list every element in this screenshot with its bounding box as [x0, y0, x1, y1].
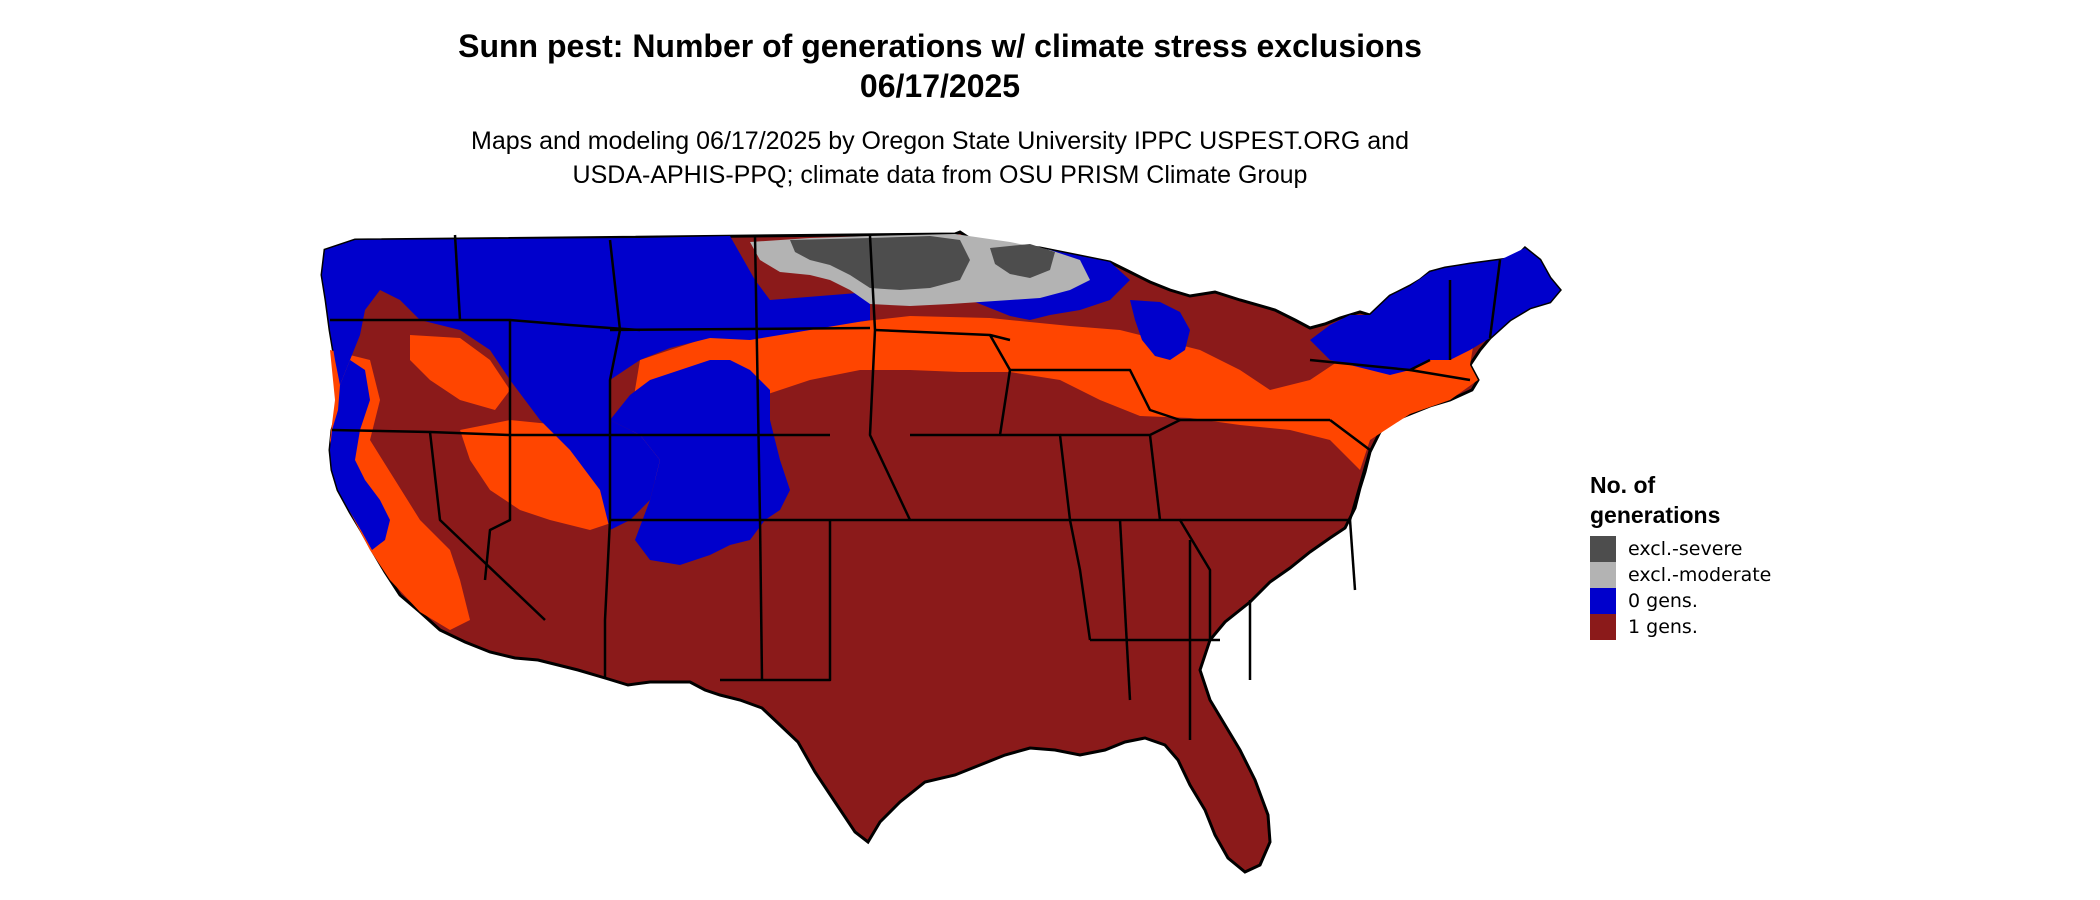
legend-label-excl-moderate: excl.-moderate — [1628, 564, 1772, 586]
legend-label-1-gens: 1 gens. — [1628, 616, 1698, 638]
legend-title: No. of generations — [1590, 470, 1771, 530]
legend-swatch-1-gens — [1590, 614, 1616, 640]
legend-item-excl-moderate: excl.-moderate — [1590, 562, 1771, 588]
excl-severe-zone — [790, 236, 970, 290]
zero-gens-northeast — [1310, 248, 1560, 375]
legend-item-excl-severe: excl.-severe — [1590, 536, 1771, 562]
legend-item-1-gens: 1 gens. — [1590, 614, 1771, 640]
legend-swatch-0-gens — [1590, 588, 1616, 614]
legend-swatch-excl-severe — [1590, 536, 1616, 562]
us-generations-map — [320, 230, 1562, 874]
legend: No. of generations excl.-severe excl.-mo… — [1590, 470, 1771, 640]
map-subtitle: Maps and modeling 06/17/2025 by Oregon S… — [0, 124, 1880, 192]
legend-title-line-1: No. of — [1590, 472, 1656, 498]
legend-swatch-excl-moderate — [1590, 562, 1616, 588]
zero-gens-michigan — [1130, 300, 1190, 360]
transition-zone-west-coast — [330, 350, 470, 630]
zero-gens-rockies — [610, 360, 790, 565]
title-line-1: Sunn pest: Number of generations w/ clim… — [458, 28, 1422, 64]
legend-label-0-gens: 0 gens. — [1628, 590, 1698, 612]
map-title: Sunn pest: Number of generations w/ clim… — [0, 26, 1880, 106]
excl-severe-zone-minnesota — [990, 244, 1055, 278]
legend-title-line-2: generations — [1590, 502, 1721, 528]
legend-item-0-gens: 0 gens. — [1590, 588, 1771, 614]
state-borders — [330, 234, 1502, 740]
legend-label-excl-severe: excl.-severe — [1628, 538, 1743, 560]
zero-gens-sierra — [330, 360, 390, 550]
subtitle-line-1: Maps and modeling 06/17/2025 by Oregon S… — [471, 127, 1409, 155]
title-line-2: 06/17/2025 — [859, 68, 1021, 104]
subtitle-line-2: USDA-APHIS-PPQ; climate data from OSU PR… — [572, 161, 1308, 189]
transition-zone-region — [630, 316, 1478, 490]
legend-list: excl.-severe excl.-moderate 0 gens. 1 ge… — [1590, 536, 1771, 640]
transition-zone-great-basin — [410, 335, 510, 410]
